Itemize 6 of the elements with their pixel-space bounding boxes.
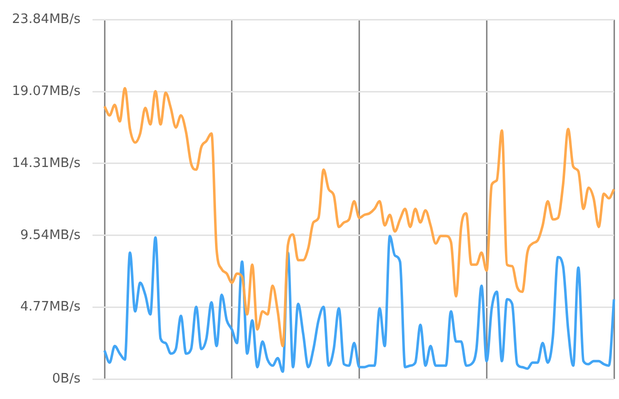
y-tick-label: 0B/s: [52, 372, 81, 387]
y-tick-label: 23.84MB/s: [12, 12, 81, 28]
y-tick-label: 19.07MB/s: [12, 84, 81, 100]
y-tick-label: 4.77MB/s: [20, 300, 81, 315]
y-tick-label: 14.31MB/s: [12, 156, 81, 171]
y-tick-label: 9.54MB/s: [20, 228, 81, 243]
